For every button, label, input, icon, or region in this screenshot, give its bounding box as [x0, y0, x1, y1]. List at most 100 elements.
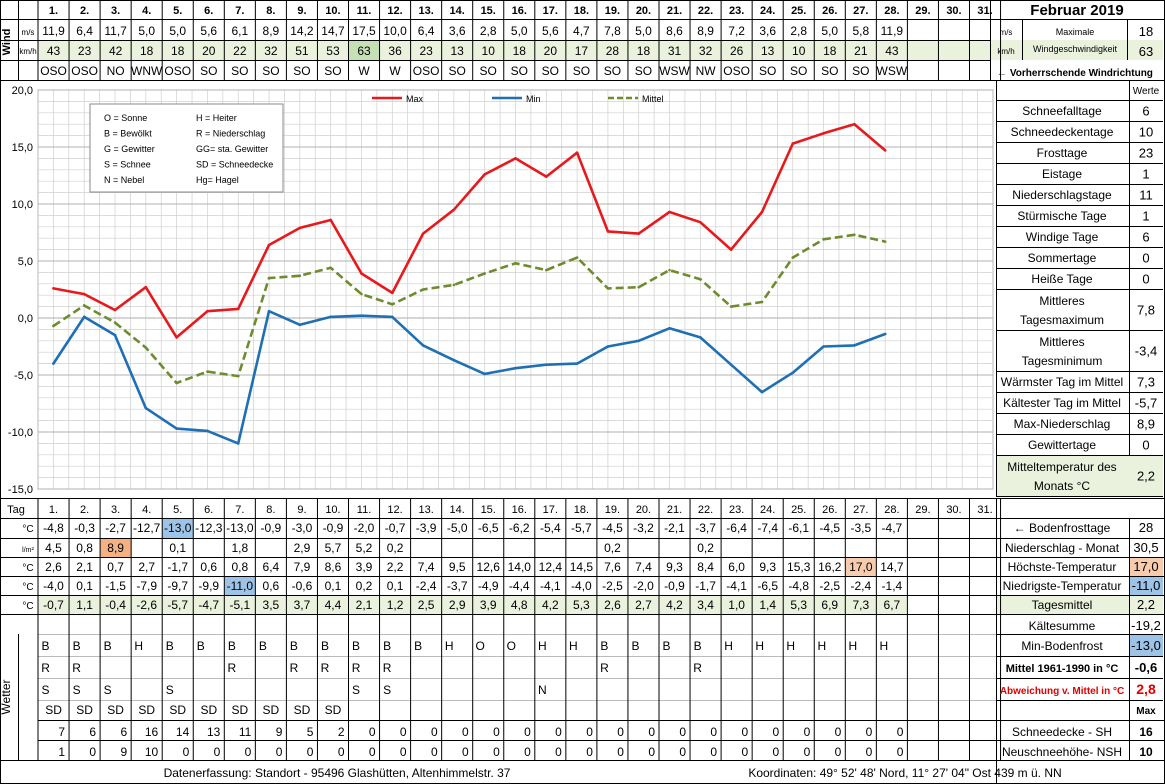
series-point-mittel: [52, 324, 55, 328]
wind-kmh-value: 28: [606, 44, 620, 58]
table-day-label: 19.: [605, 504, 620, 516]
table-cell: -3,0: [292, 521, 313, 535]
table-day-label: 8.: [266, 504, 275, 516]
table-cell: 8,6: [325, 560, 342, 574]
legend-label-mittel: Mittel: [642, 94, 664, 104]
wind-kmh-value: 13: [450, 44, 464, 58]
wind-kmh-value: 18: [140, 44, 154, 58]
series-point-max: [729, 248, 733, 251]
nsh-max-value: 10: [1139, 745, 1153, 759]
tag-label: Tag: [7, 504, 25, 516]
table-cell: 0,1: [169, 541, 186, 555]
series-point-mittel: [452, 283, 456, 287]
series-line-max: [53, 122, 887, 339]
sh-value: 5: [307, 725, 314, 739]
series-point-min: [329, 315, 332, 319]
wind-kmh-value: 18: [823, 44, 837, 58]
table-cell: -3,7: [695, 521, 716, 535]
weather-code: R: [290, 661, 299, 675]
table-day-label: 6.: [204, 504, 213, 516]
table-cell: 16,2: [818, 560, 842, 574]
wind-kmh-value: 51: [295, 44, 309, 58]
wind-day-label: 14.: [450, 5, 465, 17]
nsh-value: 0: [773, 745, 780, 759]
wind-kmh-value: 18: [513, 44, 527, 58]
series-point-max: [390, 291, 394, 295]
wind-dir-value: SO: [542, 64, 559, 78]
series-point-min: [637, 339, 641, 343]
table-cell: 2,1: [356, 598, 373, 612]
series-point-max: [175, 336, 178, 339]
table-cell: 7,4: [418, 560, 435, 574]
table-cell: 7,9: [294, 560, 311, 574]
series-point-min: [52, 362, 55, 365]
series-point-mittel: [144, 346, 148, 349]
series-point-min: [113, 333, 117, 337]
series-point-max: [267, 243, 271, 247]
table-day-label: 4.: [142, 504, 151, 516]
table-cell: -1,7: [167, 560, 188, 574]
wind-ms-value: 5,0: [138, 24, 155, 38]
series-point-min: [545, 363, 548, 367]
weather-code: B: [694, 639, 702, 653]
sh-value: 0: [710, 725, 717, 739]
sh-value: 0: [400, 725, 407, 739]
wind-ms-value: 8,6: [666, 24, 683, 38]
weather-code: B: [414, 639, 422, 653]
weather-code: SD: [294, 703, 311, 717]
wind-day-label: 3.: [111, 5, 120, 17]
table-cell: 7,3: [852, 598, 869, 612]
series-point-max: [82, 292, 86, 296]
wind-day-label: 7.: [235, 5, 244, 17]
stats-value: 1: [1142, 167, 1149, 182]
highlight-min-temp: [224, 576, 256, 595]
stats-label: Stürmische Tage: [1017, 209, 1106, 223]
weather-code: B: [197, 639, 205, 653]
table-side-value: 30,5: [1133, 540, 1158, 555]
table-cell: 4,2: [542, 598, 559, 612]
wind-ms-value: 8,9: [263, 24, 280, 38]
series-point-mittel: [514, 261, 517, 265]
table-cell: -1,4: [882, 579, 903, 593]
table-cell: -6,5: [757, 579, 778, 593]
series-point-max: [206, 309, 209, 313]
table-day-label: 20.: [636, 504, 651, 516]
series-point-mittel: [329, 266, 332, 270]
sh-value: 11: [239, 725, 252, 739]
weather-code: R: [600, 661, 609, 675]
wind-day-label: 11.: [357, 5, 372, 17]
series-point-max: [452, 208, 456, 211]
nsh-value: 0: [866, 745, 873, 759]
table-cell: 0,7: [107, 560, 124, 574]
table-cell: 12,4: [539, 560, 563, 574]
nsh-label: Neuschneehöhe- NSH: [1002, 745, 1122, 759]
y-tick-label: -10,0: [8, 427, 33, 439]
wind-unit-kmh: km/h: [19, 47, 36, 56]
wind-ms-value: 8,9: [697, 24, 714, 38]
max-wind-kmh: 63: [1139, 44, 1153, 59]
wind-dir-value: OSO: [71, 64, 98, 78]
table-cell: -2,4: [850, 579, 871, 593]
max-header: Max: [1136, 706, 1156, 717]
table-cell: -9,9: [198, 579, 219, 593]
weather-code: SD: [231, 703, 248, 717]
table-cell: 4,4: [325, 598, 342, 612]
series-point-mittel: [390, 303, 394, 306]
table-unit: °C: [22, 582, 33, 593]
table-cell: 6,7: [884, 598, 901, 612]
weather-code: N: [538, 683, 547, 697]
mittel-1961-label: Mittel 1961-1990 in °C: [1006, 663, 1119, 675]
table-day-label: 11.: [357, 504, 371, 516]
nsh-value: 9: [120, 745, 127, 759]
weather-code: H: [569, 639, 578, 653]
nsh-value: 0: [586, 745, 593, 759]
wind-day-label: 15.: [481, 5, 496, 17]
wind-ms-value: 5,0: [169, 24, 186, 38]
table-cell: 2,2: [387, 560, 404, 574]
nsh-value: 0: [214, 745, 221, 759]
weather-code: R: [383, 661, 392, 675]
wind-ms-value: 2,8: [480, 24, 497, 38]
max-wind-kmh-band: [990, 40, 1163, 60]
wind-day-label: 1.: [49, 5, 58, 17]
table-cell: -0,9: [261, 521, 282, 535]
